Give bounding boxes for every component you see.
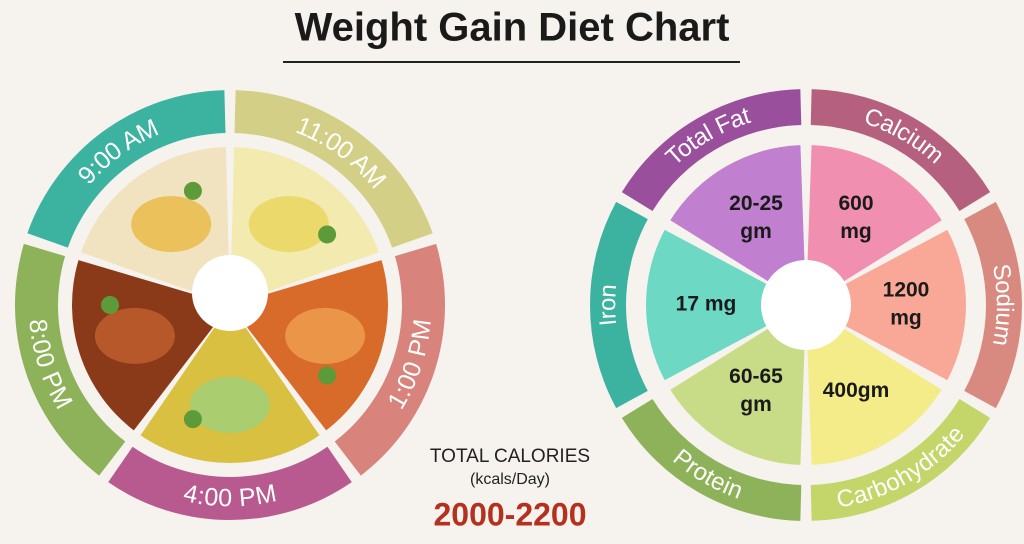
meal-segment	[334, 243, 445, 476]
nutrient-amount: 17 mg	[676, 293, 737, 316]
food-item	[131, 196, 212, 253]
food-item	[248, 196, 329, 253]
nutrient-wedge	[646, 229, 806, 381]
nutrient-segment	[589, 201, 648, 409]
nutrient-wedge	[806, 229, 967, 381]
nutrient-wedge	[670, 305, 806, 465]
title: Weight Gain Diet Chart	[295, 6, 730, 50]
ring-label: Sodium	[987, 262, 1018, 348]
nutrient-amount: 600	[838, 192, 873, 215]
ring-label: 4:00 PM	[181, 479, 278, 512]
food-item	[285, 307, 366, 364]
meal-segment	[234, 90, 433, 248]
ring-label-text: Sodium	[987, 262, 1018, 348]
center-circle	[761, 260, 851, 350]
food-item	[190, 377, 270, 433]
nutrient-wedge	[670, 145, 806, 305]
nutrient-wedge	[806, 305, 942, 465]
nutrient-segment	[621, 89, 802, 211]
nutrient-amount: 20-25	[729, 192, 783, 215]
calories-label: TOTAL CALORIES	[430, 446, 590, 467]
calories-unit: (kcals/Day)	[470, 471, 550, 488]
ring-label: Iron	[595, 283, 623, 327]
nutrient-wedge	[806, 145, 942, 305]
ring-label-text: 4:00 PM	[181, 479, 278, 512]
nutrient-amount: gm	[740, 220, 772, 243]
meal-segment	[14, 243, 126, 476]
center-circle	[192, 255, 268, 331]
nutrient-amount: mg	[890, 307, 922, 330]
garnish	[101, 296, 119, 314]
nutrient-amount: mg	[840, 220, 872, 243]
meal-segment	[27, 90, 226, 248]
meal-segment	[108, 446, 352, 520]
garnish	[318, 225, 337, 244]
nutrient-segment	[964, 201, 1023, 409]
nutrient-amount: gm	[740, 393, 772, 416]
calories-value: 2000-2200	[433, 496, 586, 532]
garnish	[183, 181, 202, 200]
nutrient-segment	[810, 89, 991, 211]
nutrient-amount: 60-65	[729, 365, 783, 388]
garnish	[183, 410, 202, 429]
ring-label-text: Iron	[595, 283, 623, 327]
nutrient-segment	[810, 399, 991, 521]
nutrient-amount: 400gm	[823, 379, 890, 402]
nutrient-segment	[621, 399, 802, 521]
garnish	[318, 366, 337, 385]
nutrient-amount: 1200	[883, 279, 930, 302]
food-item	[94, 307, 175, 364]
